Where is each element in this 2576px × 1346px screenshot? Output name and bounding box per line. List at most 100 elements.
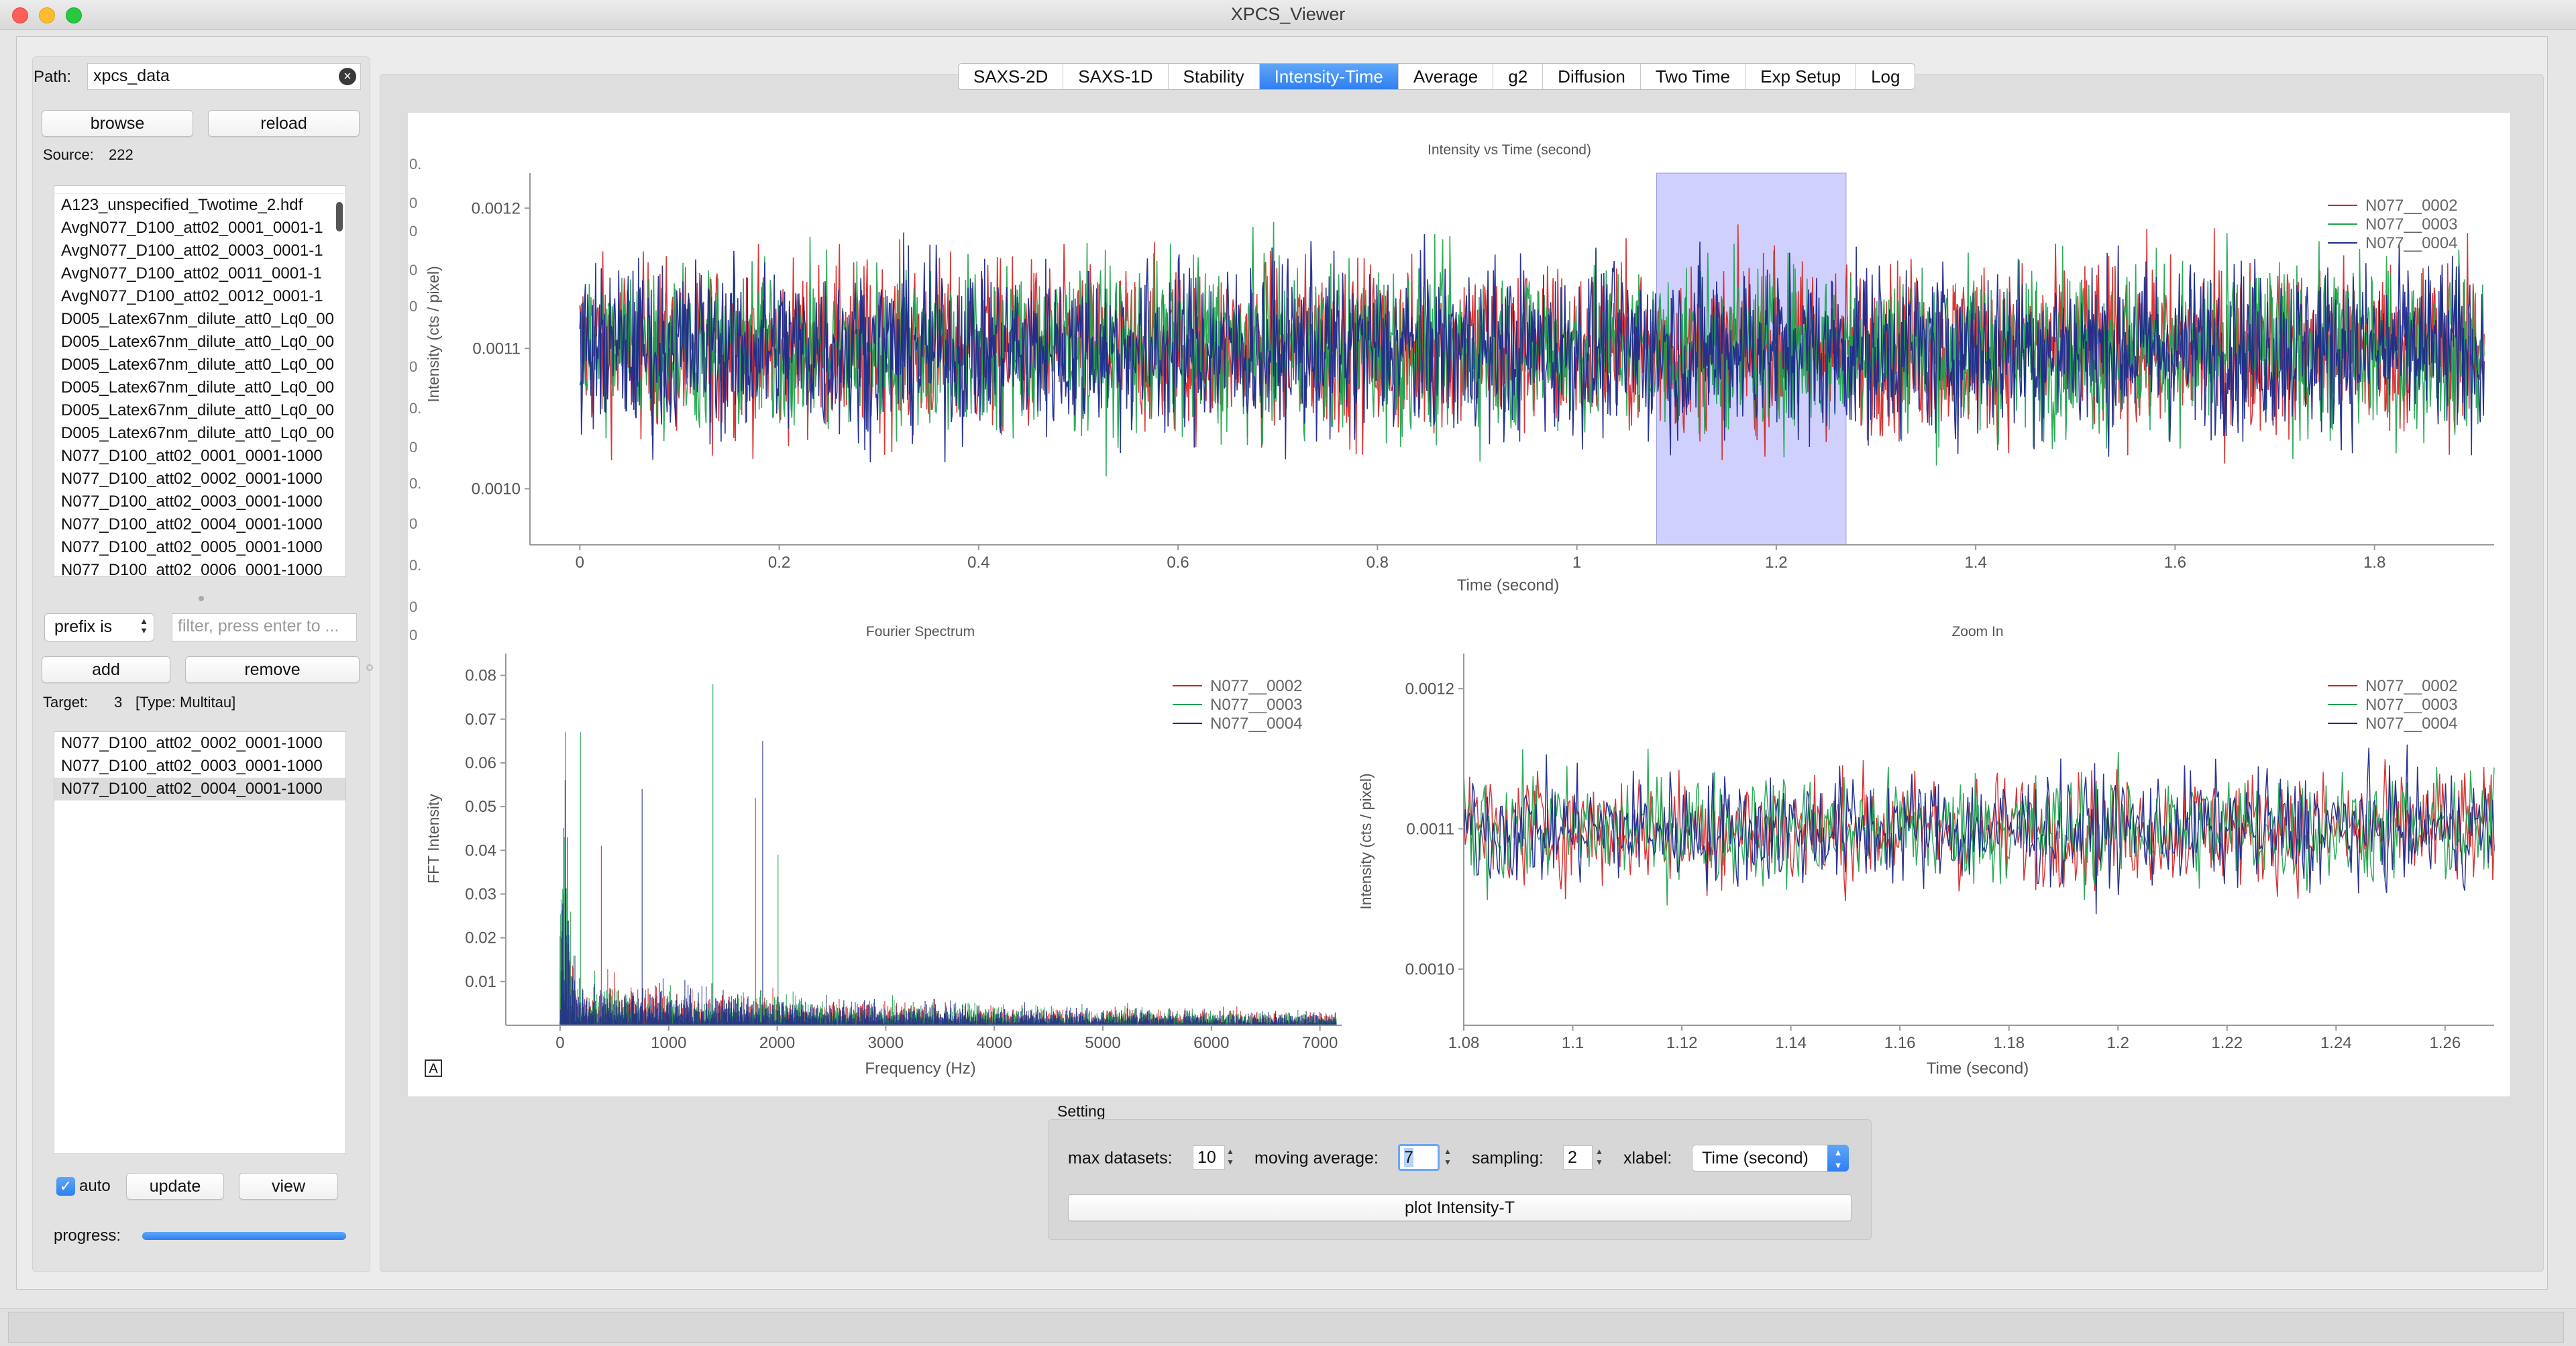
tab-average[interactable]: Average [1399,64,1494,89]
list-item[interactable]: D005_Latex67nm_dilute_att0_Lq0_00 [61,401,335,419]
add-button[interactable]: add [42,656,170,683]
list-item[interactable]: N077_D100_att02_0002_0001-1000 [61,734,323,752]
max-datasets-label: max datasets: [1068,1149,1173,1168]
tab-intensity-time[interactable]: Intensity-Time [1259,64,1399,89]
window-title: XPCS_Viewer [1230,4,1346,24]
list-item[interactable]: AvgN077_D100_att02_0001_0001-1 [61,219,323,237]
sampling-label: sampling: [1472,1149,1544,1168]
list-scrollbar[interactable] [336,202,343,231]
y-tick-label: 0.0012 [472,199,521,217]
series-line [559,684,1337,1025]
legend-label: N077__0002 [1210,677,1302,695]
svg-text:0: 0 [409,195,417,211]
auto-range-label: A [429,1062,438,1076]
y-tick-label: 0.02 [465,929,496,947]
settings-group [1048,1119,1872,1240]
minimize-window-button[interactable] [39,7,55,23]
list-item[interactable]: D005_Latex67nm_dilute_att0_Lq0_00 [61,356,335,374]
auto-range-button[interactable]: A [425,1059,442,1077]
select-arrows-icon: ▲ ▼ [1827,1145,1849,1172]
list-item[interactable]: A123_unspecified_Twotime_2.hdf [61,196,303,214]
y-tick-label: 0.03 [465,885,496,903]
tab-saxs-1d[interactable]: SAXS-1D [1063,64,1169,89]
x-tick-label: 0.8 [1366,554,1389,572]
update-button[interactable]: update [126,1173,224,1200]
x-tick-label: 1.24 [2320,1034,2352,1052]
plot-intensity-button[interactable]: plot Intensity-T [1068,1194,1851,1221]
clear-path-icon[interactable]: × [339,68,356,85]
fourier-spectrum-chart[interactable]: Fourier Spectrum 0 1000 2000 3000 4000 5000 60… [425,624,1342,1078]
path-input[interactable]: xpcs_data × [87,63,361,90]
tab-g2[interactable]: g2 [1493,64,1544,89]
xlabel-value: Time (second) [1702,1149,1809,1168]
chart-title: Zoom In [1951,624,2003,639]
list-item[interactable]: N077_D100_att02_0003_0001-1000 [61,493,323,511]
select-arrows-icon: ▲ ▼ [140,616,148,635]
splitter-handle-2[interactable] [366,664,373,671]
tab-saxs-2d[interactable]: SAXS-2D [959,64,1064,89]
svg-text:0.: 0. [409,400,421,417]
list-item[interactable]: N077_D100_att02_0003_0001-1000 [61,757,323,775]
svg-text:0.: 0. [409,557,421,574]
list-item[interactable]: D005_Latex67nm_dilute_att0_Lq0_00 [61,310,335,328]
tab-diffusion[interactable]: Diffusion [1543,64,1641,89]
list-item[interactable]: N077_D100_att02_0004_0001-1000 [61,515,323,533]
x-tick-label: 1.2 [2107,1034,2129,1052]
tab-exp-setup[interactable]: Exp Setup [1746,64,1857,89]
y-tick-label: 0.0011 [472,340,521,358]
tab-two-time[interactable]: Two Time [1641,64,1746,89]
tab-log[interactable]: Log [1871,66,1900,87]
x-tick-label: 7000 [1302,1034,1338,1052]
series-lines [559,684,1337,1025]
x-tick-label: 0 [555,1034,564,1052]
xlabel-select[interactable]: Time (second) ▲ ▼ [1692,1145,1849,1172]
reload-button[interactable]: reload [208,110,360,137]
x-tick-label: 1.16 [1884,1034,1916,1052]
max-datasets-stepper-icon[interactable]: ▲ ▼ [1226,1147,1234,1167]
legend-label: N077__0004 [1210,715,1302,733]
filter-mode-select[interactable]: prefix is ▲ ▼ [44,613,154,641]
filter-input[interactable]: filter, press enter to ... [172,613,357,641]
path-label: Path: [34,68,72,86]
sampling-spinbox[interactable]: 2 [1563,1145,1593,1170]
list-item[interactable]: AvgN077_D100_att02_0012_0001-1 [61,287,323,305]
remove-button[interactable]: remove [185,656,360,683]
filter-mode-value: prefix is [54,617,113,636]
zoom-in-chart[interactable]: Zoom In 1.08 1.1 1.12 1.14 1.16 1.18 1.2 1.22 1.… [1357,624,2495,1078]
auto-checkbox[interactable]: ✓ [56,1177,75,1196]
svg-text:0: 0 [409,515,417,532]
sampling-stepper-icon[interactable]: ▲ ▼ [1595,1147,1603,1167]
x-tick-label: 0.6 [1167,554,1189,572]
x-axis-label: Time (second) [1927,1059,2029,1078]
max-datasets-spinbox[interactable]: 10 [1193,1145,1225,1170]
plots-canvas[interactable]: Intensity vs Time (second) 0 0.2 0.4 0.6 0.8… [408,113,2510,1096]
chart-title: Fourier Spectrum [866,624,975,639]
list-item[interactable]: AvgN077_D100_att02_0011_0001-1 [61,264,322,282]
maximize-window-button[interactable] [66,7,82,23]
list-item[interactable]: N077_D100_att02_0001_0001-1000 [61,447,323,465]
moving-average-stepper-icon[interactable]: ▲ ▼ [1444,1147,1452,1167]
list-item[interactable]: D005_Latex67nm_dilute_att0_Lq0_00 [61,424,335,442]
list-item[interactable]: N077_D100_att02_0006_0001-1000 [61,561,323,577]
list-item[interactable]: N077_D100_att02_0002_0001-1000 [61,470,323,488]
list-item[interactable]: D005_Latex67nm_dilute_att0_Lq0_00 [61,333,335,351]
target-count: 3 [114,694,123,711]
list-item[interactable]: N077_D100_att02_0004_0001-1000 [54,778,345,800]
moving-average-spinbox[interactable]: 7 [1398,1144,1440,1171]
source-count: 222 [109,146,133,163]
list-item[interactable]: AvgN077_D100_att02_0003_0001-1 [61,242,323,260]
browse-button[interactable]: browse [42,110,193,137]
view-button[interactable]: view [239,1173,338,1200]
settings-group-label: Setting [1057,1102,1106,1120]
list-item[interactable]: D005_Latex67nm_dilute_att0_Lq0_00 [61,378,335,397]
x-tick-label: 1.2 [1765,554,1787,572]
target-file-list[interactable]: N077_D100_att02_0002_0001-1000 N077_D100_… [54,731,346,1154]
splitter-handle[interactable] [199,596,204,601]
source-file-list[interactable]: A123_unspecified_Twotime_2.hdf AvgN077_D1… [54,185,346,577]
list-item[interactable]: N077_D100_att02_0005_0001-1000 [61,538,323,556]
svg-text:0: 0 [409,223,417,240]
intensity-vs-time-chart[interactable]: Intensity vs Time (second) 0 0.2 0.4 0.6 0.8… [425,142,2494,594]
tab-stability[interactable]: Stability [1169,64,1260,89]
close-window-button[interactable] [12,7,28,23]
